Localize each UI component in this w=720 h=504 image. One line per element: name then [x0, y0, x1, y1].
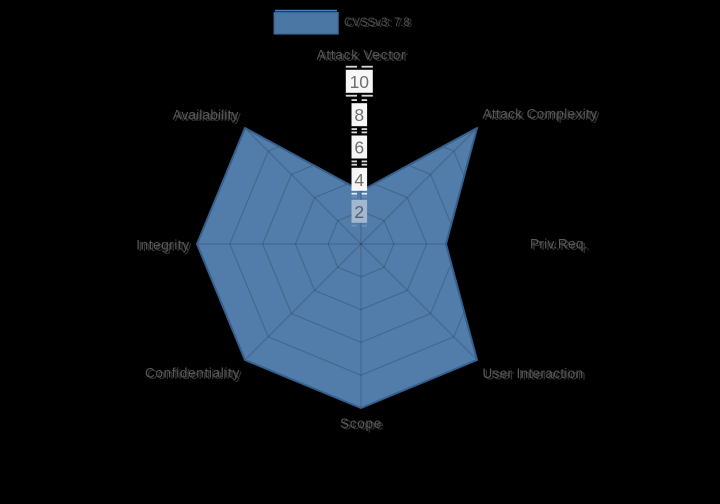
svg-text:Attack Vector: Attack Vector — [317, 48, 407, 63]
svg-text:Priv.Req.: Priv.Req. — [530, 237, 588, 252]
svg-text:Integrity: Integrity — [136, 238, 190, 253]
svg-text:Availability: Availability — [173, 108, 239, 123]
svg-text:Availability: Availability — [175, 109, 241, 124]
svg-text:Scope: Scope — [340, 416, 382, 431]
svg-text:CVSSv3: 7.8: CVSSv3: 7.8 — [344, 17, 410, 29]
svg-text:Scope: Scope — [342, 417, 384, 432]
svg-text:User Interaction: User Interaction — [485, 367, 586, 382]
svg-text:10: 10 — [350, 72, 370, 92]
svg-text:2: 2 — [354, 202, 364, 222]
svg-text:Priv.Req.: Priv.Req. — [532, 238, 590, 253]
svg-text:Attack Vector: Attack Vector — [319, 49, 409, 64]
svg-text:6: 6 — [354, 138, 364, 158]
svg-text:Integrity: Integrity — [139, 239, 193, 254]
svg-text:Confidentiality: Confidentiality — [145, 366, 240, 381]
svg-text:4: 4 — [354, 170, 364, 190]
svg-text:Attack Complexity: Attack Complexity — [482, 107, 597, 122]
svg-text:CVSSv3: 7.8: CVSSv3: 7.8 — [346, 18, 412, 30]
svg-text:Confidentiality: Confidentiality — [147, 367, 242, 382]
svg-text:Attack Complexity: Attack Complexity — [485, 108, 600, 123]
svg-text:User Interaction: User Interaction — [482, 366, 583, 381]
svg-text:8: 8 — [354, 105, 364, 125]
